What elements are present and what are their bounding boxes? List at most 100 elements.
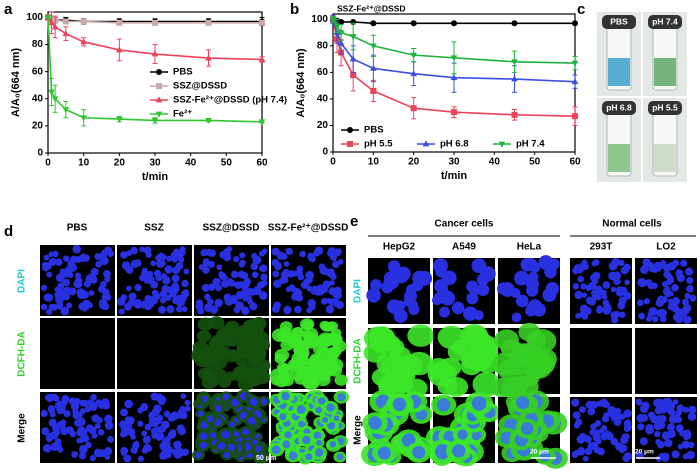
cell-nucleus <box>667 408 676 416</box>
cell-green <box>334 374 348 386</box>
y-tick-label: 100 <box>311 14 328 25</box>
x-tick-label: 60 <box>569 157 581 168</box>
cell-nucleus <box>476 283 490 296</box>
cell-nucleus <box>229 421 236 428</box>
cell-green <box>407 324 435 347</box>
cell-nucleus <box>581 292 588 298</box>
cell-nucleus <box>204 293 211 301</box>
y-tick-label: 40 <box>317 94 329 105</box>
cell-nucleus <box>497 282 510 296</box>
cell-nucleus <box>249 302 258 311</box>
cell-nucleus <box>309 304 316 311</box>
cell-nucleus <box>335 248 342 255</box>
cell-nucleus <box>221 430 231 439</box>
cell-nucleus <box>680 259 688 267</box>
cell-nucleus <box>104 276 111 283</box>
cell-nucleus <box>614 310 621 318</box>
cell-nucleus <box>98 401 107 409</box>
cell-nucleus <box>279 413 287 421</box>
cell-nucleus <box>321 286 329 294</box>
cell-nucleus <box>56 406 65 415</box>
cell-green <box>239 362 257 377</box>
cell-nucleus <box>330 253 338 261</box>
marker <box>258 119 266 126</box>
x-tick-label: 0 <box>330 157 336 168</box>
panel-label: a <box>4 1 13 18</box>
cell-nucleus <box>688 405 697 414</box>
cell-nucleus <box>672 399 679 405</box>
cell-nucleus <box>118 308 125 315</box>
cell-nucleus <box>223 293 232 302</box>
cell-nucleus <box>258 291 268 300</box>
cell-nucleus <box>253 287 262 296</box>
marker <box>156 69 162 75</box>
cell-nucleus <box>171 284 180 293</box>
cell-nucleus <box>623 452 633 461</box>
marker <box>337 30 345 37</box>
cell-nucleus <box>412 445 426 459</box>
legend-label: SSZ-Fe²⁺@DSSD (pH 7.4) <box>173 95 287 106</box>
x-tick-label: 0 <box>45 158 51 169</box>
cell-nucleus <box>103 270 111 278</box>
cell-nucleus <box>223 451 231 459</box>
cell-green <box>319 320 331 330</box>
cell-nucleus <box>579 304 589 314</box>
cell-nucleus <box>610 437 619 446</box>
cell-green <box>219 346 231 356</box>
cell-nucleus <box>105 421 113 429</box>
y-tick-label: 40 <box>32 93 44 104</box>
y-tick-label: 20 <box>32 121 44 132</box>
cell-nucleus <box>579 406 586 414</box>
column-label: 293T <box>590 242 613 253</box>
cell-nucleus <box>577 275 585 283</box>
cell-nucleus <box>577 447 586 456</box>
cell-green <box>225 320 240 332</box>
cell-nucleus <box>666 423 675 432</box>
cell-nucleus <box>316 439 323 446</box>
cell-nucleus <box>79 399 86 407</box>
cell-green <box>279 326 292 337</box>
marker <box>410 52 417 59</box>
column-label: SSZ-Fe²⁺@DSSD <box>268 223 349 234</box>
cell-green <box>494 329 519 351</box>
cell-nucleus <box>46 271 53 278</box>
scale-bar-label: 20 μm <box>530 449 549 456</box>
marker <box>62 18 69 25</box>
cell-nucleus <box>201 283 210 292</box>
cell-nucleus <box>288 284 296 292</box>
cell-nucleus <box>299 250 306 258</box>
cell-nucleus <box>285 247 293 255</box>
cell-nucleus <box>134 283 142 292</box>
cell-nucleus <box>199 441 208 449</box>
cell-nucleus <box>542 288 557 303</box>
cell-nucleus <box>611 415 618 422</box>
cell-nucleus <box>76 411 83 419</box>
cell-green <box>278 371 291 383</box>
cell-nucleus <box>206 415 214 423</box>
cell-nucleus <box>42 443 52 453</box>
cell-nucleus <box>689 294 697 302</box>
cell-nucleus <box>160 420 170 430</box>
cell-nucleus <box>305 453 313 461</box>
cell-green <box>301 320 314 331</box>
marker <box>338 18 345 25</box>
cell-nucleus <box>159 451 168 460</box>
chart-title: SSZ-Fe²⁺@DSSD <box>337 3 406 13</box>
x-tick-label: 50 <box>529 157 541 168</box>
marker <box>80 18 87 25</box>
cell-nucleus <box>332 298 341 307</box>
cell-nucleus <box>137 420 144 427</box>
cell-nucleus <box>66 302 73 309</box>
cell-nucleus <box>162 276 171 285</box>
cell-nucleus <box>143 302 153 311</box>
marker <box>349 34 357 41</box>
cell-nucleus <box>684 432 692 440</box>
cell-nucleus <box>143 246 152 255</box>
marker <box>347 141 353 147</box>
micrograph <box>117 318 192 389</box>
y-axis-label: A/A₀(664 nm) <box>10 48 22 117</box>
y-tick-label: 60 <box>32 66 44 77</box>
marker <box>370 43 377 50</box>
marker <box>511 59 518 66</box>
cell-nucleus <box>217 442 226 450</box>
